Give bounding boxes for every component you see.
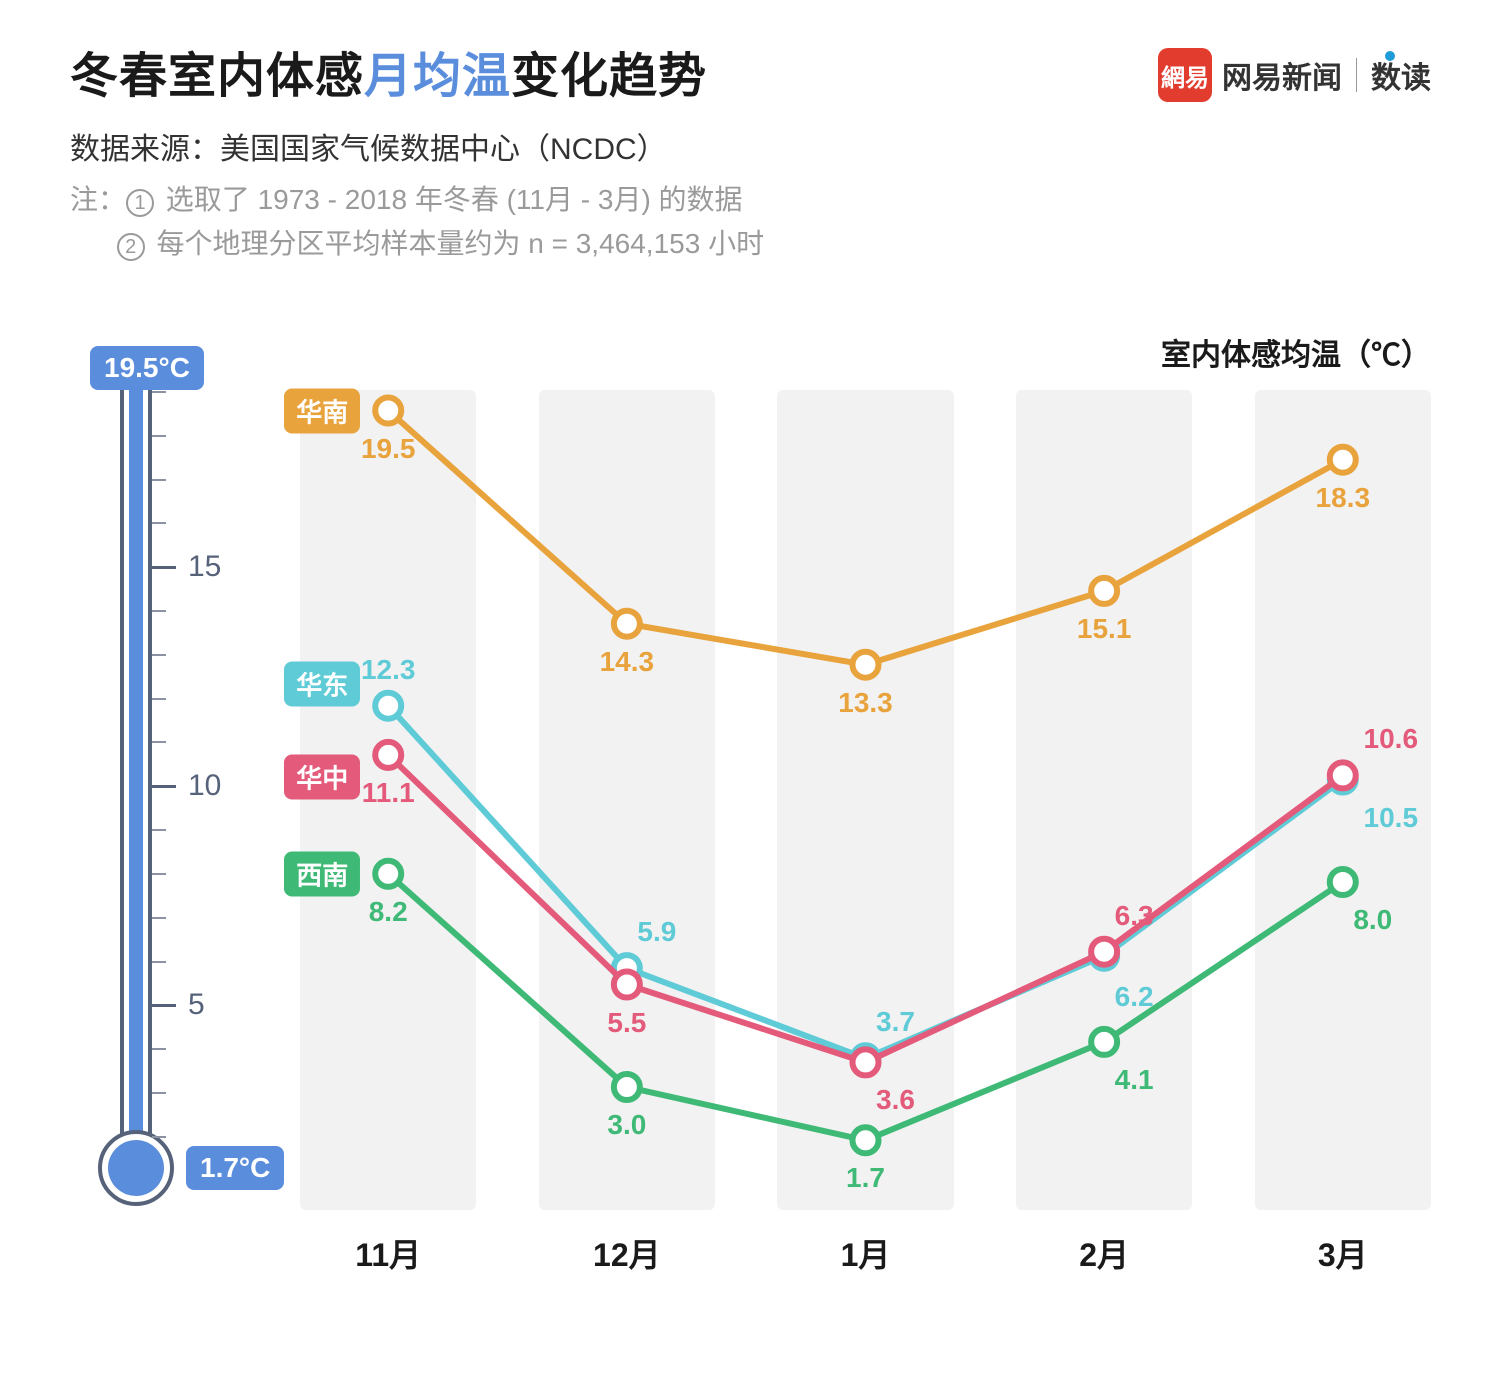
value-label: 5.5: [607, 1007, 646, 1039]
thermometer-tick-label: 15: [188, 550, 221, 584]
brand: 網易 网易新闻 数读: [1158, 48, 1431, 102]
thermometer-min-label: 1.7°C: [186, 1146, 284, 1190]
thermometer-minor-tick: [152, 654, 166, 656]
plot: 19.514.313.315.118.3华南12.35.93.76.210.5华…: [300, 390, 1431, 1210]
value-label: 11.1: [362, 777, 415, 809]
x-axis-label: 11月: [355, 1230, 421, 1276]
x-axis-label: 12月: [593, 1230, 661, 1276]
y-axis-title: 室内体感均温（℃）: [1161, 330, 1431, 374]
thermometer-max-label: 19.5°C: [90, 346, 204, 390]
thermometer-minor-tick: [152, 1092, 166, 1094]
series-point: [375, 861, 401, 887]
series-point: [375, 693, 401, 719]
series-point: [375, 742, 401, 768]
brand-name-1: 网易新闻: [1222, 53, 1342, 97]
header: 冬春室内体感月均温变化趋势 網易 网易新闻 数读 数据来源：美国国家气候数据中心…: [70, 48, 1431, 267]
title-row: 冬春室内体感月均温变化趋势 網易 网易新闻 数读: [70, 48, 1431, 106]
thermometer-minor-tick: [152, 961, 166, 963]
thermometer-minor-tick: [152, 522, 166, 524]
series-point: [1091, 578, 1117, 604]
series-tag: 华东: [284, 661, 360, 706]
series-point: [853, 1127, 879, 1153]
source-subtitle: 数据来源：美国国家气候数据中心（NCDC）: [70, 124, 1431, 168]
x-axis-label: 3月: [1318, 1230, 1368, 1276]
series-point: [1091, 939, 1117, 965]
value-label: 8.0: [1353, 904, 1392, 936]
note-prefix: 注：: [70, 184, 126, 215]
series-point: [1330, 869, 1356, 895]
value-label: 3.0: [607, 1109, 646, 1141]
thermometer-minor-tick: [152, 917, 166, 919]
series-tag: 华南: [284, 388, 360, 433]
thermometer-minor-tick: [152, 698, 166, 700]
thermometer-minor-tick: [152, 873, 166, 875]
value-label: 12.3: [361, 654, 416, 686]
value-label: 10.5: [1364, 802, 1419, 834]
thermometer-major-tick: [152, 785, 176, 788]
title-highlight: 月均温: [364, 50, 511, 103]
thermometer-minor-tick: [152, 391, 166, 393]
value-label: 6.2: [1115, 981, 1154, 1013]
brand-divider: [1356, 58, 1357, 92]
value-label: 10.6: [1364, 723, 1419, 755]
note: 注：1 选取了 1973 - 2018 年冬春 (11月 - 3月) 的数据 2…: [70, 178, 1431, 268]
title-prefix: 冬春室内体感: [70, 50, 364, 103]
thermometer-minor-tick: [152, 741, 166, 743]
series-point: [853, 1049, 879, 1075]
series-line: [388, 411, 1343, 665]
series-tag: 华中: [284, 754, 360, 799]
value-label: 13.3: [838, 687, 893, 719]
thermometer-major-tick: [152, 1004, 176, 1007]
value-label: 18.3: [1316, 482, 1371, 514]
series-line: [388, 755, 1343, 1063]
title-suffix: 变化趋势: [511, 50, 707, 103]
series-point: [853, 652, 879, 678]
thermometer-minor-tick: [152, 1048, 166, 1050]
series-tag: 西南: [284, 851, 360, 896]
page-title: 冬春室内体感月均温变化趋势: [70, 48, 707, 106]
thermometer-tick-label: 10: [188, 769, 221, 803]
series-point: [614, 972, 640, 998]
value-label: 8.2: [369, 896, 408, 928]
value-label: 3.7: [876, 1006, 915, 1038]
series-line: [388, 874, 1343, 1141]
circled-2-icon: 2: [117, 233, 145, 261]
circled-1-icon: 1: [126, 189, 154, 217]
x-axis-label: 1月: [841, 1230, 891, 1276]
value-label: 19.5: [361, 433, 416, 465]
thermometer-minor-tick: [152, 829, 166, 831]
thermometer: 19.5°C 1.7°C 51015: [80, 370, 250, 1240]
series-point: [614, 1074, 640, 1100]
thermometer-tick-label: 5: [188, 988, 205, 1022]
series-point: [1091, 1029, 1117, 1055]
value-label: 15.1: [1077, 613, 1132, 645]
value-label: 3.6: [876, 1084, 915, 1116]
thermometer-minor-tick: [152, 479, 166, 481]
thermometer-minor-tick: [152, 435, 166, 437]
thermometer-bulb-fill: [108, 1140, 164, 1196]
thermometer-major-tick: [152, 566, 176, 569]
series-point: [375, 398, 401, 424]
value-label: 6.3: [1115, 900, 1154, 932]
value-label: 5.9: [637, 916, 676, 948]
thermometer-minor-tick: [152, 610, 166, 612]
series-point: [1330, 447, 1356, 473]
thermometer-fill: [129, 380, 143, 1170]
x-axis: 11月 12月 1月 2月 3月: [300, 1230, 1431, 1290]
brand-logo-icon: 網易: [1158, 48, 1212, 102]
thermometer-minor-tick: [152, 1136, 166, 1138]
chart-area: 室内体感均温（℃） 19.5°C 1.7°C 5 10 15 19.5 14.3 13.…: [70, 330, 1431, 1324]
series-point: [614, 611, 640, 637]
note-2: 每个地理分区平均样本量约为 n = 3,464,153 小时: [156, 228, 764, 259]
value-label: 14.3: [600, 646, 655, 678]
note-1: 选取了 1973 - 2018 年冬春 (11月 - 3月) 的数据: [166, 184, 743, 215]
brand-name-2: 数读: [1371, 53, 1431, 97]
value-label: 4.1: [1115, 1064, 1154, 1096]
value-label: 1.7: [846, 1162, 885, 1194]
chart-svg: [300, 390, 1431, 1210]
series-point: [1330, 762, 1356, 788]
x-axis-label: 2月: [1079, 1230, 1129, 1276]
